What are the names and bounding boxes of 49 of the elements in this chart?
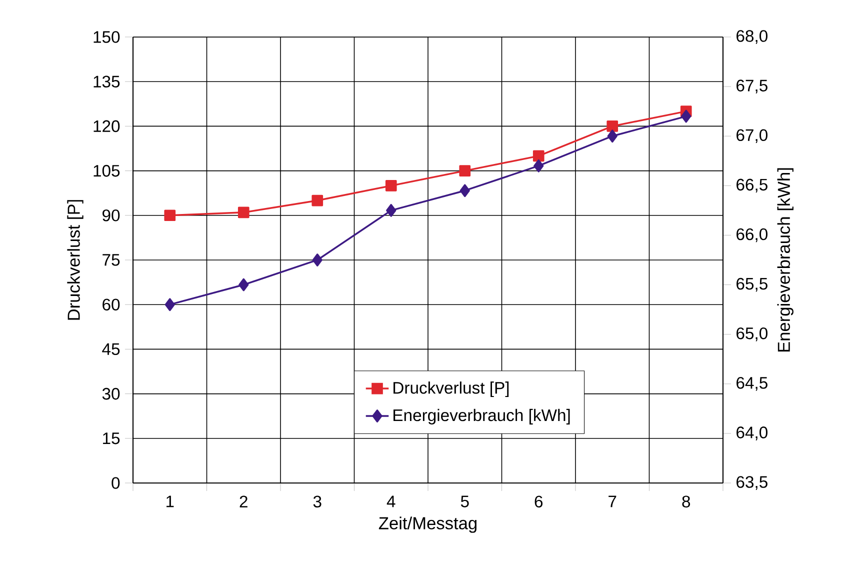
y-axis-title: Druckverlust [P] [67,200,84,320]
y-tick-label: 60 [102,298,120,310]
point [681,110,692,123]
x-axis-title: Zeit/Messtag [378,516,476,533]
y-tick-label: 150 [94,31,120,43]
y-tick-label: 45 [102,343,120,356]
x-tick-label: 5 [460,496,469,508]
y-tick-label: 0 [112,477,120,489]
point [164,298,175,312]
point [459,165,471,176]
point [606,120,618,132]
y2-tick-label: 65,5 [736,278,768,292]
point [312,194,324,206]
y-tick-label: 120 [94,120,120,132]
y-tick-label: 30 [102,388,120,400]
y2-tick-label: 68,0 [736,30,768,44]
x-tick-label: 2 [240,496,248,508]
x-tick-label: 3 [313,496,322,508]
point [607,130,618,143]
point [238,278,249,292]
point [312,254,322,266]
point [385,180,397,192]
y2-tick-label: 67,5 [736,80,768,94]
point [532,150,544,162]
y2-tick-label: 66,5 [736,178,768,193]
y-tick-label: 90 [102,210,120,222]
y2-tick-label: 63,5 [736,476,768,490]
y2-tick-label: 65,0 [736,327,768,342]
y2-tick-label: 66,0 [736,228,768,242]
y-tick-label: 15 [103,432,120,444]
point [534,159,544,172]
x-tick-label: 7 [608,496,616,508]
x-tick-label: 4 [386,496,396,508]
y2-axis-title: Energieverbrauch [kWh] [777,168,794,352]
y-tick-label: 75 [102,254,120,266]
legend-label: Energieverbrauch [kWh] [394,408,570,424]
point [164,210,176,222]
y2-tick-label: 67,0 [736,129,768,143]
legend-label: Druckverlust [P] [394,381,509,398]
x-tick-label: 1 [166,496,174,508]
y2-tick-label: 64,0 [736,426,768,440]
y2-tick-label: 64,5 [736,377,768,391]
point [238,206,250,218]
x-tick-label: 6 [534,496,543,508]
y-tick-label: 135 [94,76,120,88]
point [460,184,470,198]
y-tick-label: 105 [94,164,120,177]
point [386,204,396,217]
x-tick-label: 8 [682,496,690,508]
